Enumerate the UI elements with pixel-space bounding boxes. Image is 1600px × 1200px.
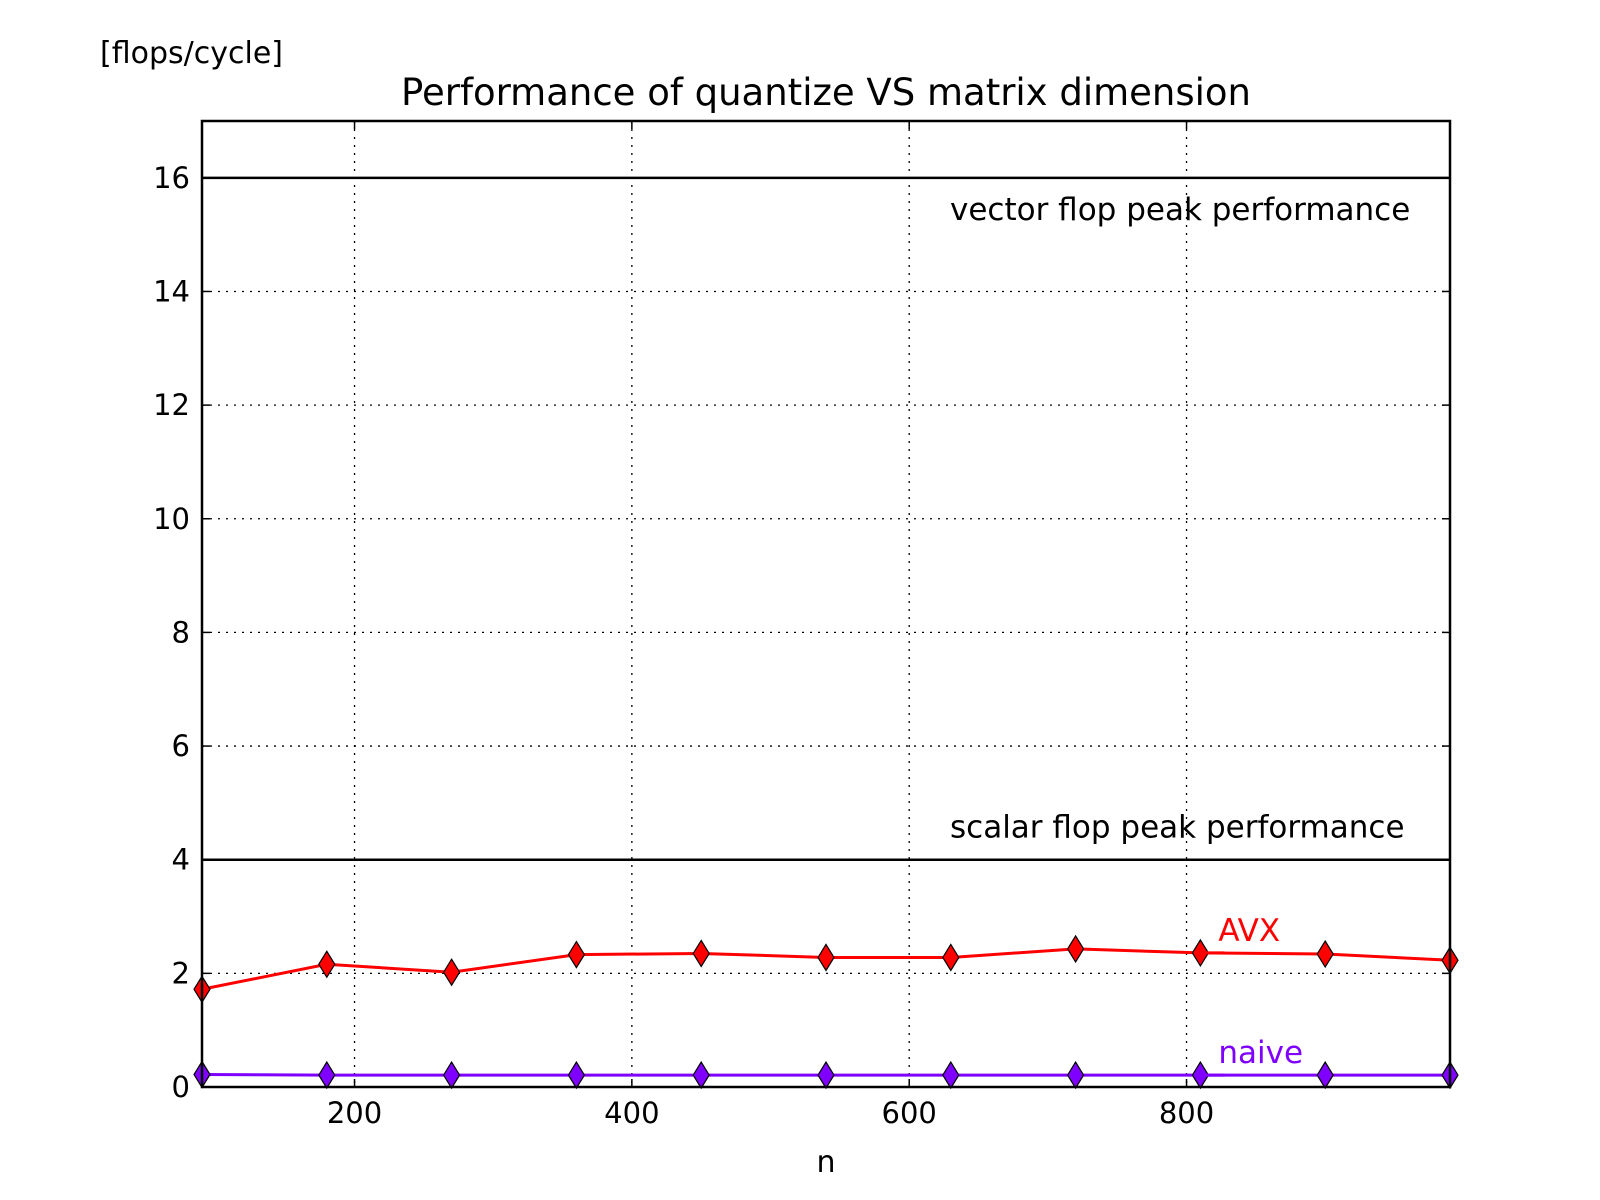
y-tick-label: 4	[172, 843, 190, 877]
data-point	[1066, 934, 1085, 964]
data-point	[692, 1060, 710, 1090]
data-point	[1316, 1060, 1334, 1090]
data-point	[567, 940, 586, 969]
x-tick-label: 600	[882, 1096, 937, 1130]
y-tick-label: 12	[153, 388, 190, 422]
reference-line-label: scalar flop peak performance	[950, 810, 1405, 846]
y-tick-label: 10	[153, 502, 190, 536]
data-point	[1066, 1060, 1085, 1090]
data-point	[318, 1060, 336, 1090]
labels-layer: 200 400 600 800 0 2 4 6 8 10 12 14 16 vector flop pea…	[153, 161, 1410, 1130]
x-tick-label: 800	[1159, 1096, 1214, 1130]
series-label: AVX	[1218, 913, 1280, 949]
y-tick-label: 2	[172, 956, 190, 990]
data-point	[817, 943, 835, 972]
data-point	[318, 950, 336, 979]
series-naive: naive	[193, 1035, 1459, 1090]
data-point	[442, 1060, 461, 1090]
data-point	[942, 1060, 960, 1090]
data-point	[442, 958, 461, 987]
data-point	[942, 943, 960, 972]
chart-title: Performance of quantize VS matrix dimens…	[401, 71, 1251, 114]
data-point	[817, 1060, 835, 1090]
x-tick-label: 400	[604, 1096, 659, 1130]
y-tick-label: 0	[172, 1070, 190, 1104]
y-tick-label: 16	[153, 161, 190, 195]
y-tick-label: 8	[172, 615, 190, 649]
y-axis-label: [flops/cycle]	[100, 36, 283, 71]
plot-frame	[200, 119, 1452, 1089]
axis-ticks	[202, 121, 1450, 1088]
data-point	[567, 1060, 586, 1090]
series-label: naive	[1218, 1035, 1303, 1071]
series-layer: AVX naive	[193, 913, 1459, 1090]
y-tick-label: 6	[172, 729, 190, 763]
data-point	[1316, 939, 1334, 969]
y-tick-label: 14	[153, 274, 190, 308]
reference-line-label: vector flop peak performance	[950, 192, 1410, 228]
data-point	[692, 939, 710, 968]
x-axis-label: n	[816, 1145, 835, 1180]
series-avx: AVX	[193, 913, 1459, 1004]
x-tick-label: 200	[327, 1096, 382, 1130]
reference-lines	[202, 176, 1450, 861]
